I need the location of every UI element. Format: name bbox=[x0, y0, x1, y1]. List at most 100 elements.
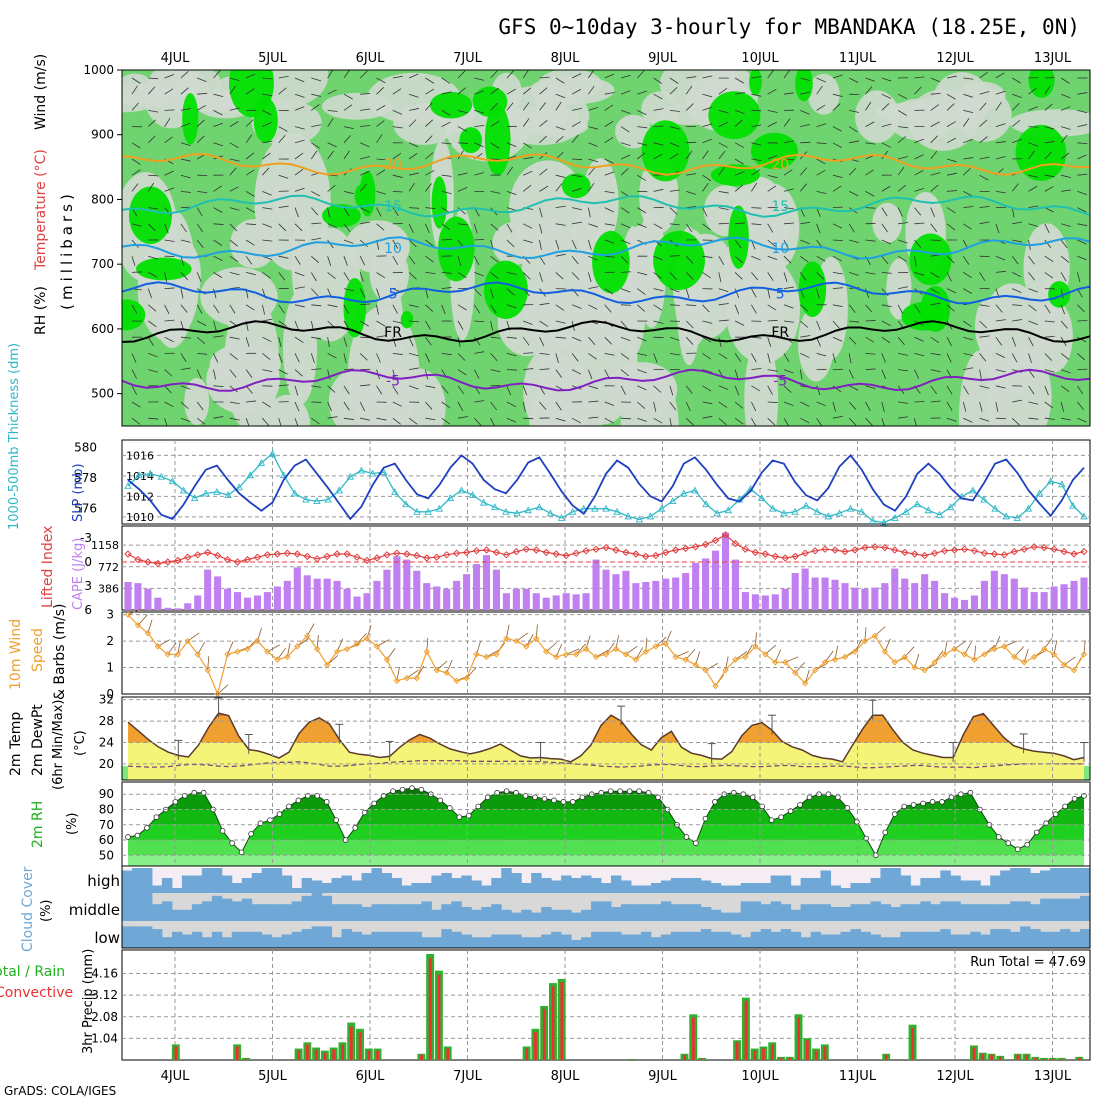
cloud-layer-middle: middle bbox=[69, 901, 120, 919]
precip-convective-bar bbox=[349, 1026, 353, 1060]
wind-barb bbox=[245, 369, 253, 378]
wind-barb bbox=[229, 207, 240, 211]
wind-barb bbox=[409, 353, 419, 357]
wind-barb bbox=[164, 272, 168, 283]
cape-bar bbox=[1020, 587, 1028, 610]
wind-barb bbox=[783, 369, 794, 374]
wind-barb bbox=[360, 303, 371, 306]
wind-barb bbox=[995, 90, 1006, 95]
bottom-date-label: 6JUL bbox=[356, 1069, 386, 1084]
wind-barb bbox=[392, 337, 397, 347]
cloud-cover-bar bbox=[281, 934, 293, 948]
cloud-cover-bar bbox=[1030, 929, 1041, 948]
li-point bbox=[283, 549, 292, 557]
moist-area bbox=[561, 173, 591, 199]
wind-barb bbox=[196, 336, 206, 344]
temp-tick-label: 20 bbox=[99, 757, 114, 771]
wind-barb bbox=[588, 85, 595, 95]
top-date-label: 8JUL bbox=[551, 51, 581, 66]
wind-barb bbox=[865, 77, 876, 82]
wind-barb bbox=[310, 150, 318, 160]
precip-tick-label: 1.04 bbox=[91, 1031, 118, 1045]
wind-barb bbox=[620, 271, 632, 273]
wind-barb bbox=[180, 367, 191, 370]
wind-barb bbox=[229, 385, 238, 393]
wind-barb bbox=[832, 287, 843, 289]
li-point bbox=[801, 549, 809, 557]
wind-barb bbox=[539, 87, 548, 95]
wind-barb bbox=[539, 76, 550, 79]
thickness-point bbox=[813, 507, 821, 515]
wind-barb bbox=[881, 320, 891, 326]
thickness-point bbox=[1058, 480, 1066, 488]
wind-barb bbox=[865, 191, 875, 197]
li-point bbox=[393, 549, 401, 557]
wind-barb bbox=[783, 401, 794, 407]
wind-barb bbox=[1094, 90, 1100, 94]
cloud-cover-bar bbox=[800, 937, 812, 948]
precip-convective-bar bbox=[420, 1054, 423, 1060]
precip-convective-bar bbox=[358, 1031, 362, 1060]
wind-barb bbox=[734, 110, 745, 115]
wind-barb bbox=[702, 353, 711, 360]
cloud-cover-bar bbox=[670, 878, 682, 893]
wind-barb bbox=[734, 320, 745, 326]
wind-point bbox=[1050, 651, 1058, 658]
li-point bbox=[353, 553, 361, 561]
wind-barb bbox=[816, 169, 826, 176]
isotherm-line bbox=[122, 194, 1090, 218]
wind-point bbox=[254, 637, 261, 645]
cape-bar bbox=[622, 570, 630, 610]
rh-point bbox=[267, 817, 273, 823]
wind-barb bbox=[441, 272, 452, 274]
wind-point bbox=[294, 643, 301, 650]
li-point bbox=[642, 552, 650, 561]
wind-barb bbox=[490, 191, 501, 194]
wind-barb bbox=[914, 418, 917, 426]
cloud-cover-bar bbox=[860, 904, 871, 921]
wind-barb bbox=[963, 288, 973, 294]
wind-barb bbox=[832, 74, 843, 79]
wind-barb bbox=[783, 255, 792, 264]
wind-barb bbox=[343, 126, 354, 130]
wind-barb bbox=[620, 255, 629, 264]
wind-barb bbox=[832, 320, 840, 329]
wind-barb bbox=[409, 207, 420, 209]
wind-barb bbox=[832, 223, 843, 229]
wind-barb bbox=[408, 385, 419, 390]
wind-barb bbox=[457, 320, 464, 330]
wind-barb bbox=[653, 417, 663, 424]
wind-barb bbox=[1028, 142, 1039, 147]
cloud-cover-bar bbox=[141, 926, 153, 948]
wind-barb bbox=[131, 353, 137, 363]
cloud-cover-bar bbox=[141, 893, 153, 921]
wind-barb bbox=[685, 320, 694, 329]
wind-barb bbox=[409, 320, 420, 323]
wind-barb bbox=[734, 142, 745, 148]
cloud-cover-bar bbox=[730, 934, 742, 948]
wind-barb bbox=[311, 288, 319, 297]
cloud-cover-bar bbox=[680, 878, 692, 893]
cloud-cover-bar bbox=[1030, 873, 1041, 893]
wind-barb bbox=[799, 167, 808, 176]
wind-barb bbox=[653, 223, 663, 229]
cape-tick-label: 1158 bbox=[91, 539, 119, 552]
cloud-cover-bar bbox=[521, 909, 532, 921]
wind-barb bbox=[865, 417, 873, 426]
bottom-date-label: 4JUL bbox=[161, 1069, 191, 1084]
wind-barb bbox=[213, 353, 219, 363]
cape-bar bbox=[911, 583, 919, 610]
temp-ylabel-2: 2m DewPt bbox=[30, 704, 46, 776]
wind-barb bbox=[386, 648, 396, 660]
cloud-cover-bar bbox=[441, 904, 452, 921]
wind-barb bbox=[816, 207, 821, 218]
wind-point bbox=[383, 656, 391, 663]
cape-bar bbox=[931, 580, 939, 610]
wind-point bbox=[991, 645, 998, 653]
dry-area bbox=[375, 275, 404, 386]
cloud-cover-bar bbox=[601, 931, 612, 948]
dry-area bbox=[224, 295, 280, 426]
rh-point bbox=[835, 794, 841, 801]
wind-barb bbox=[490, 304, 497, 314]
